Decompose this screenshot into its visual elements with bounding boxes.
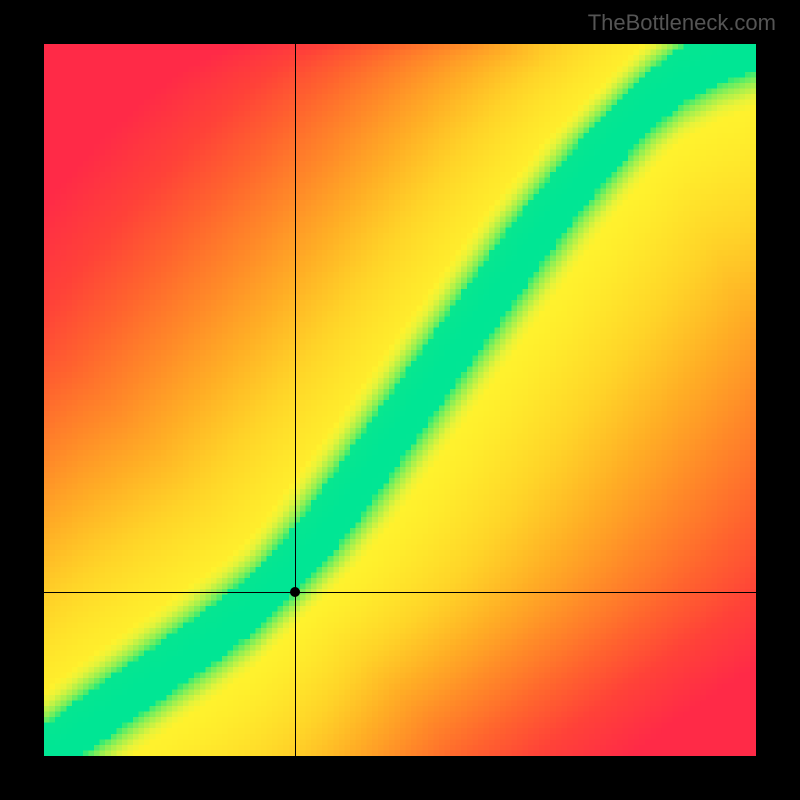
selected-point-marker	[290, 587, 300, 597]
bottleneck-heatmap	[44, 44, 756, 756]
watermark-text: TheBottleneck.com	[588, 10, 776, 36]
crosshair-vertical	[295, 44, 296, 756]
crosshair-horizontal	[44, 592, 756, 593]
chart-container: { "watermark": { "text": "TheBottleneck.…	[0, 0, 800, 800]
